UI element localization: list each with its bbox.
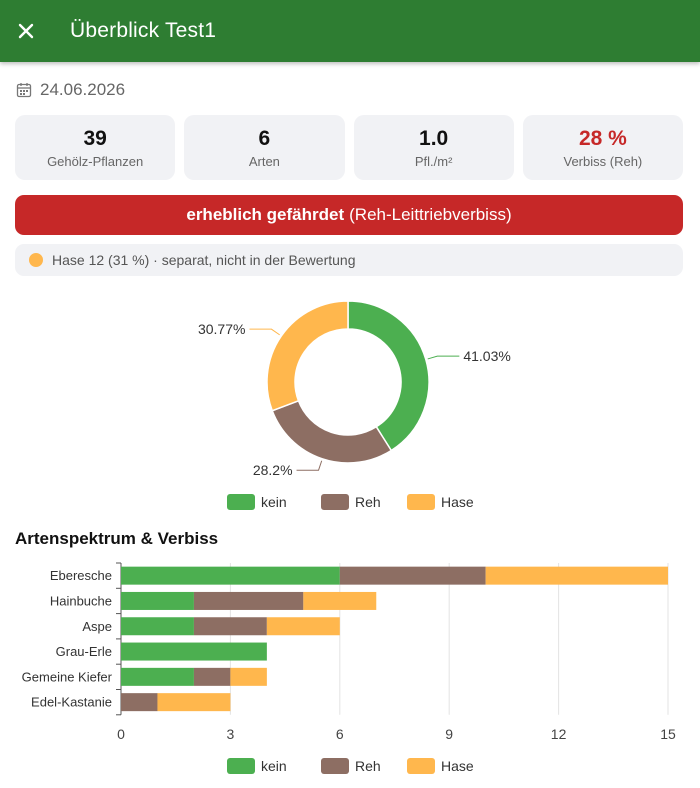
- bar-segment-reh[interactable]: [193, 591, 304, 610]
- bar-legend-item-hase[interactable]: Hase: [407, 758, 474, 774]
- x-tick-label: 15: [660, 726, 676, 742]
- y-tick-label: Grau-Erle: [56, 644, 112, 659]
- bar-segment-kein[interactable]: [121, 667, 194, 686]
- legend-swatch: [321, 758, 349, 774]
- close-button[interactable]: [14, 19, 38, 43]
- donut-label-line: [249, 328, 280, 336]
- bar-segment-reh[interactable]: [339, 566, 486, 585]
- bar-segment-hase[interactable]: [266, 617, 340, 636]
- bar-chart-svg: Eberesche Hainbuche Aspe Grau-Erle Gemeine K…: [22, 562, 676, 774]
- donut-legend-item-reh[interactable]: Reh: [321, 494, 381, 510]
- stat-label: Pfl./m²: [414, 153, 453, 169]
- legend-label: Hase: [441, 758, 474, 774]
- donut-slice-kein[interactable]: [347, 300, 430, 452]
- x-tick-label: 0: [117, 726, 125, 742]
- bar-segment-hase[interactable]: [230, 667, 267, 686]
- section-title: Artenspektrum & Verbiss: [15, 529, 219, 548]
- app-bar: Überblick Test1: [0, 0, 700, 62]
- y-tick-label: Aspe: [82, 619, 112, 634]
- legend-swatch: [227, 494, 255, 510]
- stat-value: 39: [83, 126, 107, 150]
- stat-label: Verbiss (Reh): [563, 153, 643, 169]
- legend-label: Reh: [355, 494, 381, 510]
- donut-label-line: [296, 460, 323, 471]
- legend-swatch: [407, 758, 435, 774]
- x-tick-label: 9: [445, 726, 453, 742]
- donut-value-label: 28.2%: [253, 462, 293, 478]
- bar-segment-reh[interactable]: [193, 667, 231, 686]
- hare-note-text: Hase 12 (31 %) · separat, nicht in der B…: [52, 252, 356, 268]
- donut-legend-item-kein[interactable]: kein: [227, 494, 287, 510]
- risk-reason: (Reh-Leittriebverbiss): [349, 205, 512, 224]
- x-tick-label: 12: [551, 726, 567, 742]
- bar-segment-kein[interactable]: [121, 617, 194, 636]
- stat-label: Gehölz-Pflanzen: [47, 153, 144, 169]
- calendar-icon: [16, 83, 32, 98]
- y-tick-label: Eberesche: [50, 568, 112, 583]
- y-tick-label: Edel-Kastanie: [31, 695, 112, 710]
- close-icon: [18, 23, 34, 39]
- bar-legend-item-kein[interactable]: kein: [227, 758, 287, 774]
- hare-dot-icon: [29, 253, 43, 267]
- stat-card-plants: 39 Gehölz-Pflanzen: [15, 115, 176, 180]
- stat-value: 6: [258, 126, 271, 150]
- donut-legend-item-hase[interactable]: Hase: [407, 494, 474, 510]
- legend-swatch: [321, 494, 349, 510]
- bar-segment-reh[interactable]: [121, 693, 158, 712]
- legend-swatch: [407, 494, 435, 510]
- donut-chart-svg: 41.03% 28.2% 30.77% kein Reh Hase: [198, 300, 511, 510]
- stats-row: 39 Gehölz-Pflanzen 6 Arten 1.0 Pfl./m² 2…: [15, 115, 683, 180]
- bar-segment-reh[interactable]: [193, 617, 267, 636]
- legend-label: Reh: [355, 758, 381, 774]
- donut-value-label: 41.03%: [463, 348, 510, 364]
- hare-note: Hase 12 (31 %) · separat, nicht in der B…: [15, 244, 683, 276]
- stat-label: Arten: [248, 153, 280, 169]
- donut-value-label: 30.77%: [198, 321, 245, 337]
- donut-label-line: [427, 355, 460, 360]
- date-row: 24.06.2026: [16, 80, 125, 100]
- x-tick-label: 3: [227, 726, 235, 742]
- bar-segment-kein[interactable]: [121, 591, 194, 610]
- page-title: Überblick Test1: [70, 19, 217, 42]
- x-tick-label: 6: [336, 726, 344, 742]
- bar-chart: Eberesche Hainbuche Aspe Grau-Erle Gemeine K…: [0, 555, 700, 788]
- stat-card-density: 1.0 Pfl./m²: [353, 115, 514, 180]
- bar-segment-hase[interactable]: [303, 591, 377, 610]
- stat-card-browsing: 28 % Verbiss (Reh): [522, 115, 683, 180]
- stat-value: 28 %: [578, 126, 627, 150]
- survey-date: 24.06.2026: [40, 80, 126, 99]
- bar-segment-kein[interactable]: [121, 566, 340, 585]
- legend-label: kein: [261, 494, 287, 510]
- donut-slice-hase[interactable]: [266, 300, 349, 412]
- legend-label: kein: [261, 758, 287, 774]
- legend-swatch: [227, 758, 255, 774]
- y-tick-label: Hainbuche: [50, 593, 112, 608]
- donut-slice-reh[interactable]: [271, 399, 393, 464]
- bar-segment-hase[interactable]: [157, 693, 231, 712]
- bar-legend-item-reh[interactable]: Reh: [321, 758, 381, 774]
- stat-card-species: 6 Arten: [184, 115, 345, 180]
- risk-status: erheblich gefährdet: [186, 205, 345, 224]
- bar-segment-hase[interactable]: [485, 566, 668, 585]
- donut-chart: 41.03% 28.2% 30.77% kein Reh Hase: [0, 290, 700, 520]
- y-tick-label: Gemeine Kiefer: [22, 669, 113, 684]
- legend-label: Hase: [441, 494, 474, 510]
- stat-value: 1.0: [419, 126, 449, 150]
- bar-segment-kein[interactable]: [121, 642, 267, 661]
- risk-banner: erheblich gefährdet (Reh-Leittriebverbis…: [15, 195, 683, 235]
